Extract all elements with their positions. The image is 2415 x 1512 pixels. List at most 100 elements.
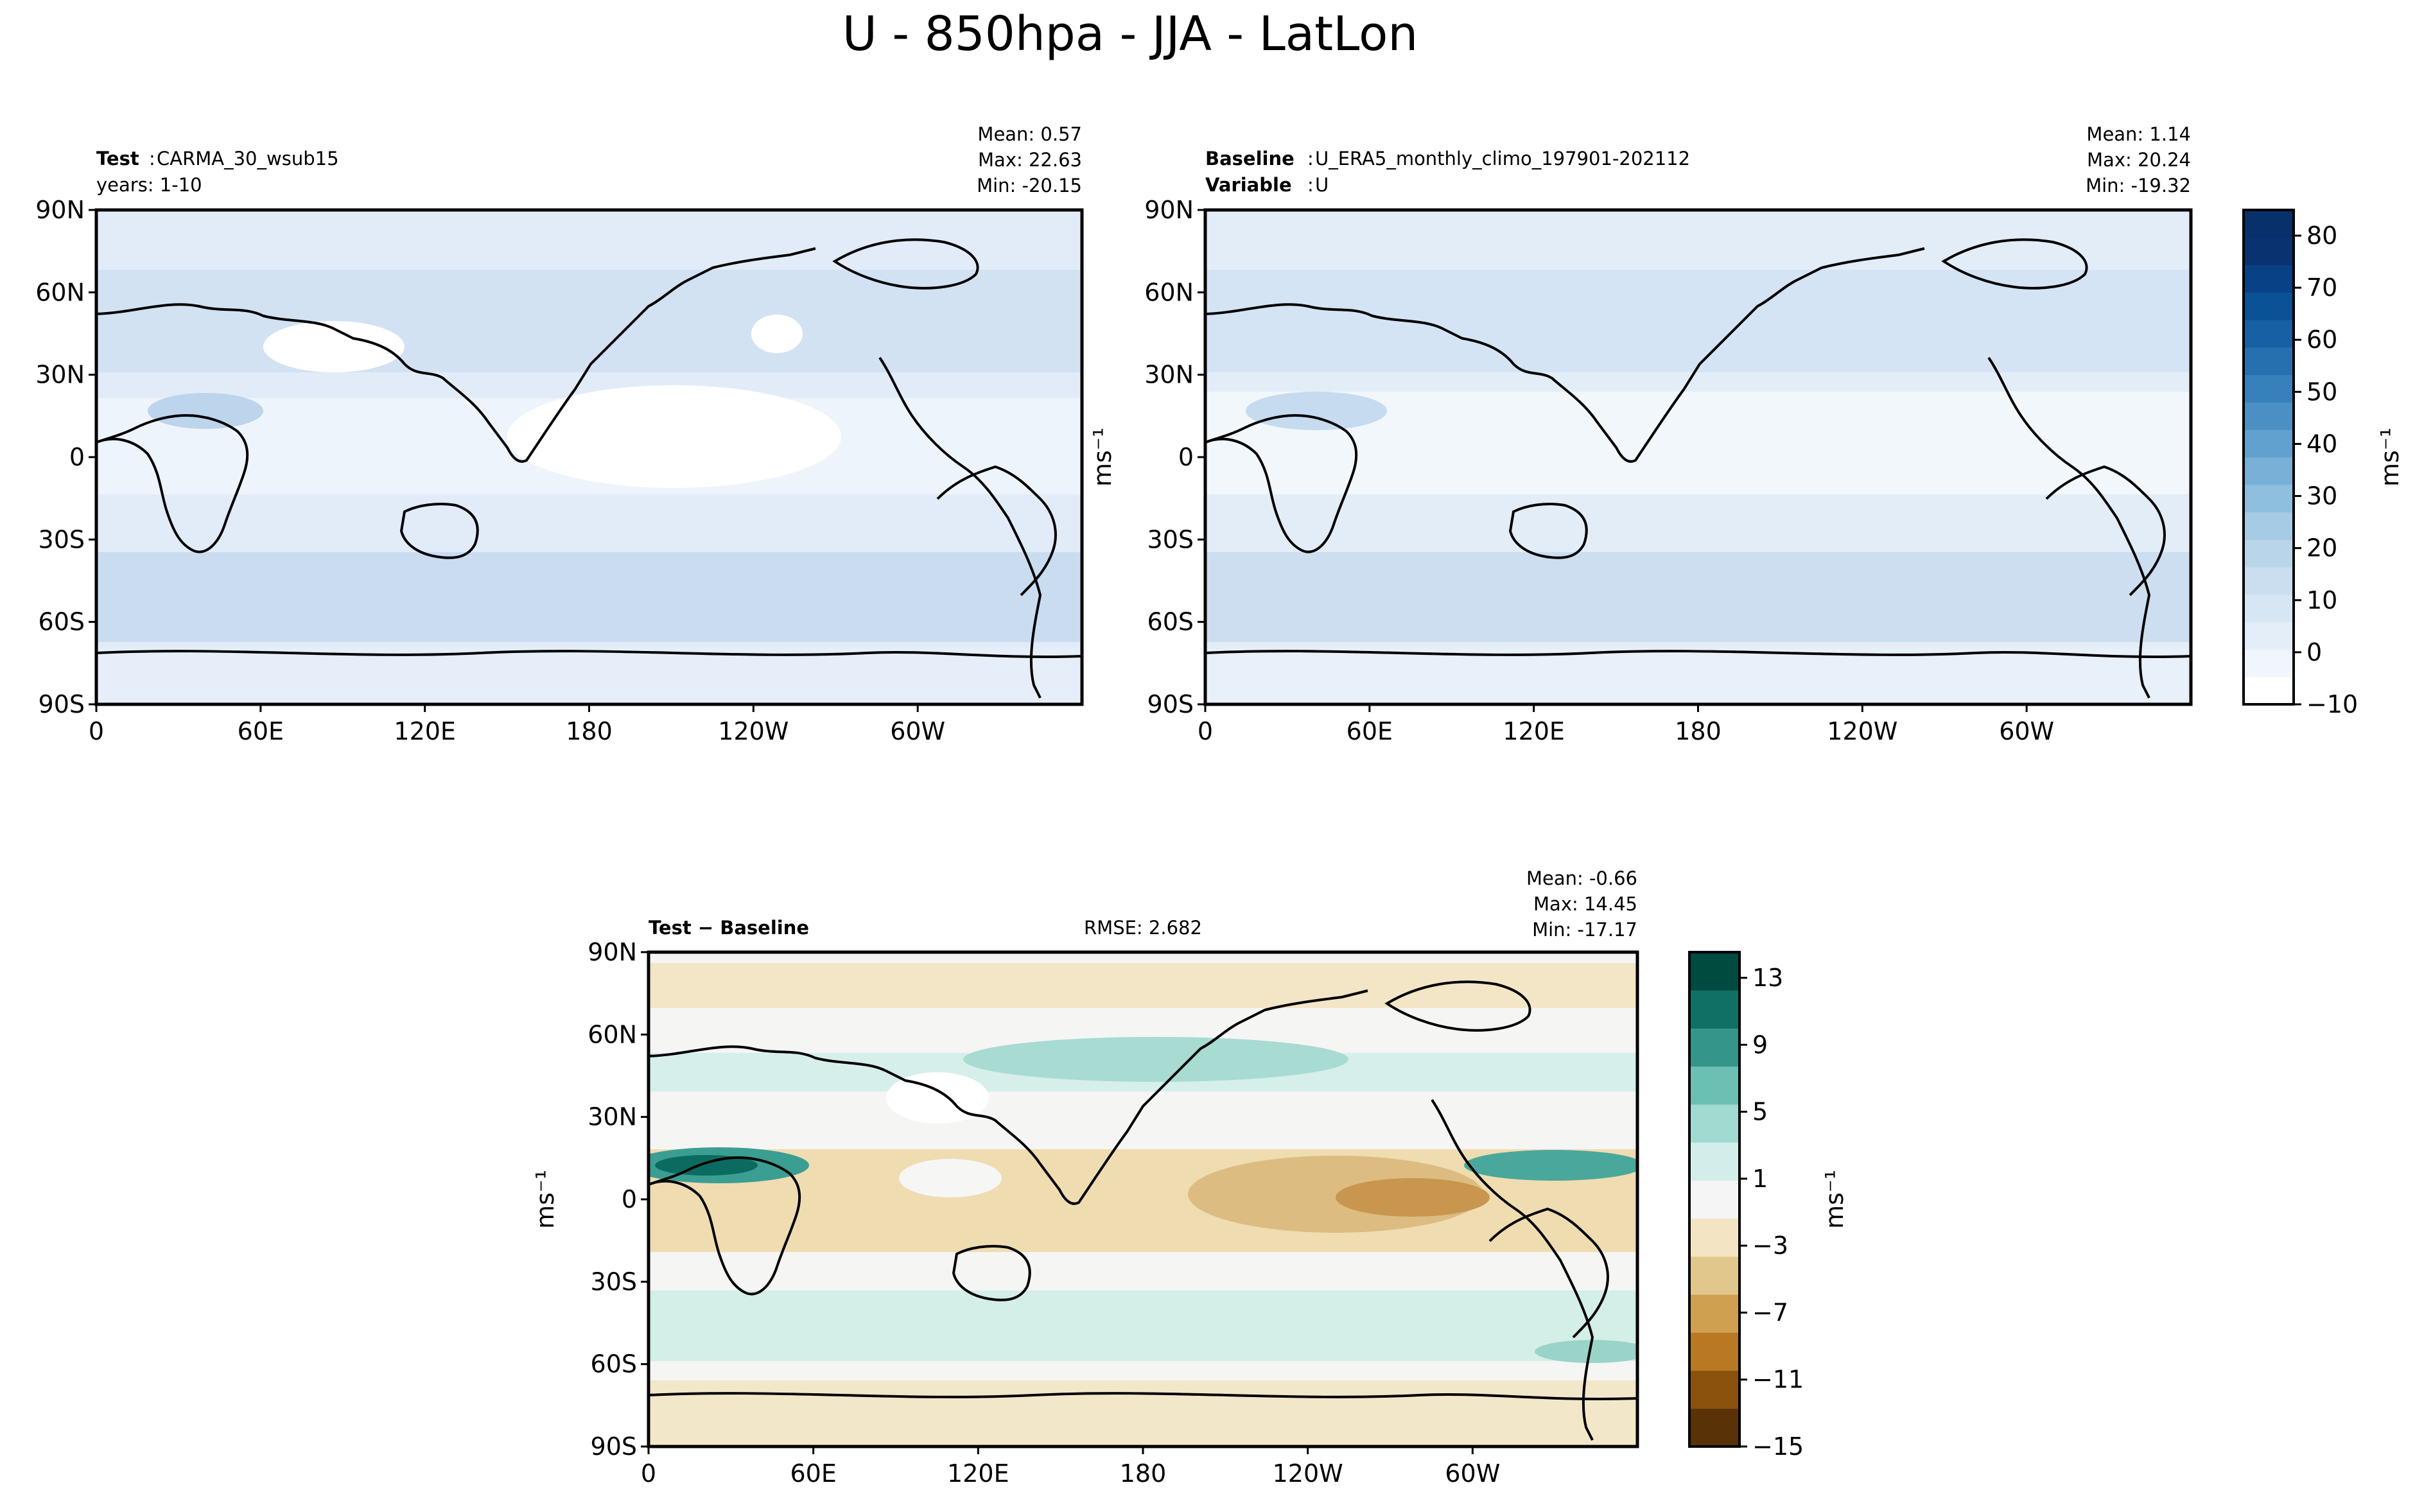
test-lon-tick-label: 120W — [718, 717, 789, 745]
difference-colorbar-tick-label: 9 — [1752, 1030, 1768, 1059]
test-lat-tick-label: 60S — [39, 608, 85, 636]
difference-colorbar-level — [1689, 1142, 1739, 1181]
difference-colorbar-level — [1689, 1294, 1739, 1333]
top-colorbar: 80 70 60 50 40 30 20 10 0 −10 ms⁻¹ — [2242, 209, 2404, 718]
test-coastlines — [96, 238, 1082, 699]
difference-lat-tick-label: 0 — [622, 1185, 637, 1213]
top-colorbar-level — [2244, 539, 2294, 568]
baseline-lon-tick-label: 60E — [1347, 717, 1393, 745]
top-colorbar-level — [2244, 567, 2294, 595]
baseline-lon-tick-label: 0 — [1198, 717, 1213, 745]
difference-lat-tick-label: 30S — [591, 1267, 637, 1296]
top-colorbar-level — [2244, 402, 2294, 430]
baseline-max: Max: 20.24 — [2087, 149, 2191, 171]
baseline-variable-bold: Variable — [1205, 174, 1292, 196]
difference-rmse: RMSE: 2.682 — [1084, 917, 1202, 939]
top-colorbar-level — [2244, 320, 2294, 348]
difference-colorbar-tick-label: 1 — [1752, 1165, 1768, 1193]
top-colorbar-tick-label: 80 — [2306, 222, 2337, 250]
top-colorbar-tick-label: 20 — [2306, 534, 2337, 562]
difference-lat-tick-label: 30N — [588, 1103, 637, 1131]
top-colorbar-tick-label: 50 — [2306, 378, 2337, 406]
baseline-lon-tick-label: 180 — [1675, 717, 1722, 745]
top-colorbar-level — [2244, 512, 2294, 540]
top-colorbar-level — [2244, 210, 2294, 238]
difference-colorbar-level — [1689, 1180, 1739, 1219]
baseline-lon-tick-label: 60W — [1999, 717, 2054, 745]
difference-colorbar-level — [1689, 1256, 1739, 1295]
top-colorbar-level — [2244, 621, 2294, 650]
difference-left-unit: ms⁻¹ — [531, 1170, 559, 1229]
difference-lon-tick-label: 60W — [1445, 1459, 1500, 1488]
difference-colorbar-unit: ms⁻¹ — [1820, 1170, 1849, 1229]
top-colorbar-tick-label: 60 — [2306, 326, 2337, 354]
difference-colorbar-tick-label: −11 — [1752, 1366, 1804, 1394]
top-colorbar-level — [2244, 484, 2294, 513]
difference-panel: Test − Baseline RMSE: 2.682 Mean: -0.66 … — [531, 867, 1639, 1488]
top-colorbar-tick-label: 30 — [2306, 482, 2337, 510]
baseline-min: Min: -19.32 — [2086, 175, 2191, 196]
top-colorbar-level — [2244, 594, 2294, 623]
difference-label: Test − Baseline — [649, 917, 809, 939]
baseline-lat-tick-label: 60N — [1144, 278, 1194, 306]
top-colorbar-ticks: 80 70 60 50 40 30 20 10 0 −10 — [2294, 222, 2358, 718]
test-lat-tick-label: 30N — [35, 361, 85, 389]
difference-colorbar-tick-label: −15 — [1752, 1432, 1804, 1461]
baseline-lat-tick-label: 90S — [1147, 690, 1194, 718]
top-left-unit: ms⁻¹ — [1088, 428, 1117, 487]
difference-colorbar-level — [1689, 1332, 1739, 1371]
test-lat-tick-label: 90N — [35, 196, 85, 224]
difference-colorbar-tick-label: −3 — [1752, 1231, 1788, 1260]
top-colorbar-frame — [2242, 209, 2295, 706]
difference-colorbar-level — [1689, 1028, 1739, 1067]
difference-colorbar-level — [1689, 1066, 1739, 1105]
difference-colorbar-tick-label: 5 — [1752, 1098, 1768, 1126]
test-lon-tick-label: 60W — [890, 717, 945, 745]
baseline-label-sep: : — [1307, 148, 1314, 169]
difference-colorbar-tick-label: 13 — [1752, 964, 1783, 992]
top-colorbar-level — [2244, 237, 2294, 266]
top-colorbar-tick-label: −10 — [2306, 690, 2358, 718]
difference-lat-tick-label: 90N — [588, 938, 637, 966]
baseline-lon-tick-label: 120W — [1827, 717, 1897, 745]
difference-max: Max: 14.45 — [1533, 893, 1637, 915]
difference-colorbar-ticks: 13 9 5 1 −3 −7 −11 −15 — [1739, 964, 1804, 1461]
top-colorbar-level — [2244, 457, 2294, 485]
top-colorbar-level — [2244, 677, 2294, 705]
difference-colorbar-level — [1689, 1218, 1739, 1257]
baseline-lon-tick-label: 120E — [1503, 717, 1565, 745]
test-lat-tick-label: 30S — [39, 525, 85, 553]
test-max: Max: 22.63 — [978, 149, 1082, 171]
top-colorbar-level — [2244, 347, 2294, 376]
top-colorbar-tick-label: 10 — [2306, 586, 2337, 614]
top-colorbar-tick-label: 40 — [2306, 430, 2337, 458]
difference-lat-tick-label: 60N — [588, 1020, 637, 1048]
baseline-lat-tick-label: 30N — [1144, 361, 1194, 389]
baseline-variable-name: U — [1315, 174, 1329, 196]
baseline-map-field — [1205, 210, 2191, 704]
figure-title: U - 850hpa - JJA - LatLon — [842, 6, 1418, 62]
difference-map-field — [649, 952, 1637, 1447]
test-lon-tick-label: 60E — [238, 717, 284, 745]
difference-colorbar-level — [1689, 990, 1739, 1029]
difference-colorbar-frame — [1688, 951, 1741, 1448]
difference-colorbar-level — [1689, 1104, 1739, 1143]
test-min: Min: -20.15 — [977, 175, 1082, 196]
difference-coastlines — [649, 980, 1637, 1441]
top-colorbar-level — [2244, 374, 2294, 403]
top-colorbar-level — [2244, 430, 2294, 458]
difference-lon-tick-label: 120W — [1273, 1459, 1343, 1488]
difference-colorbar-tick-label: −7 — [1752, 1298, 1788, 1326]
baseline-coastlines — [1205, 238, 2191, 699]
baseline-label-bold: Baseline — [1205, 148, 1295, 169]
top-colorbar-level — [2244, 292, 2294, 320]
top-colorbar-unit: ms⁻¹ — [2376, 428, 2404, 487]
difference-colorbar-levels — [1689, 952, 1739, 1447]
test-lon-tick-label: 120E — [394, 717, 456, 745]
test-years: years: 1-10 — [96, 174, 202, 196]
difference-colorbar-level — [1689, 1370, 1739, 1409]
test-lat-tick-label: 90S — [39, 690, 85, 718]
